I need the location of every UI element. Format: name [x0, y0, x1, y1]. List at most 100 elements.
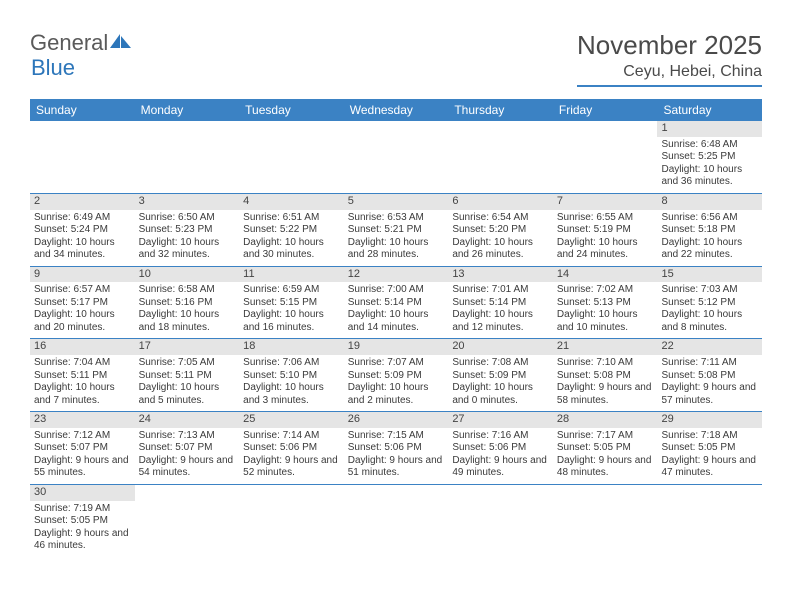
day-number: 1	[657, 121, 762, 137]
sunrise-text: Sunrise: 6:59 AM	[243, 284, 340, 297]
day-details: Sunrise: 7:17 AMSunset: 5:05 PMDaylight:…	[553, 428, 658, 484]
month-title: November 2025	[577, 30, 762, 61]
day-cell: 28Sunrise: 7:17 AMSunset: 5:05 PMDayligh…	[553, 412, 658, 484]
day-number: 8	[657, 194, 762, 210]
daylight-text: Daylight: 10 hours and 8 minutes.	[661, 309, 758, 334]
sunrise-text: Sunrise: 6:58 AM	[139, 284, 236, 297]
sunrise-text: Sunrise: 7:16 AM	[452, 430, 549, 443]
sunset-text: Sunset: 5:05 PM	[34, 515, 131, 528]
day-details: Sunrise: 7:13 AMSunset: 5:07 PMDaylight:…	[135, 428, 240, 484]
daylight-text: Daylight: 10 hours and 16 minutes.	[243, 309, 340, 334]
sunrise-text: Sunrise: 7:15 AM	[348, 430, 445, 443]
daylight-text: Daylight: 10 hours and 3 minutes.	[243, 382, 340, 407]
sunrise-text: Sunrise: 7:17 AM	[557, 430, 654, 443]
weekday-header: Tuesday	[239, 99, 344, 121]
sunset-text: Sunset: 5:21 PM	[348, 224, 445, 237]
day-cell: 17Sunrise: 7:05 AMSunset: 5:11 PMDayligh…	[135, 339, 240, 411]
day-cell: 9Sunrise: 6:57 AMSunset: 5:17 PMDaylight…	[30, 267, 135, 339]
day-number: 4	[239, 194, 344, 210]
sunset-text: Sunset: 5:09 PM	[348, 370, 445, 383]
day-cell: 6Sunrise: 6:54 AMSunset: 5:20 PMDaylight…	[448, 194, 553, 266]
weekday-header: Saturday	[657, 99, 762, 121]
daylight-text: Daylight: 9 hours and 51 minutes.	[348, 455, 445, 480]
sunset-text: Sunset: 5:20 PM	[452, 224, 549, 237]
day-details: Sunrise: 6:54 AMSunset: 5:20 PMDaylight:…	[448, 210, 553, 266]
sunrise-text: Sunrise: 7:05 AM	[139, 357, 236, 370]
day-number: 2	[30, 194, 135, 210]
sunset-text: Sunset: 5:23 PM	[139, 224, 236, 237]
sunset-text: Sunset: 5:10 PM	[243, 370, 340, 383]
day-cell: 22Sunrise: 7:11 AMSunset: 5:08 PMDayligh…	[657, 339, 762, 411]
day-cell: 1Sunrise: 6:48 AMSunset: 5:25 PMDaylight…	[657, 121, 762, 193]
day-details: Sunrise: 6:53 AMSunset: 5:21 PMDaylight:…	[344, 210, 449, 266]
day-details: Sunrise: 6:58 AMSunset: 5:16 PMDaylight:…	[135, 282, 240, 338]
day-cell: 29Sunrise: 7:18 AMSunset: 5:05 PMDayligh…	[657, 412, 762, 484]
day-cell: 18Sunrise: 7:06 AMSunset: 5:10 PMDayligh…	[239, 339, 344, 411]
daylight-text: Daylight: 9 hours and 47 minutes.	[661, 455, 758, 480]
day-number: 27	[448, 412, 553, 428]
weekday-header: Thursday	[448, 99, 553, 121]
day-cell: 27Sunrise: 7:16 AMSunset: 5:06 PMDayligh…	[448, 412, 553, 484]
day-details: Sunrise: 7:08 AMSunset: 5:09 PMDaylight:…	[448, 355, 553, 411]
sunrise-text: Sunrise: 7:18 AM	[661, 430, 758, 443]
sunrise-text: Sunrise: 6:54 AM	[452, 212, 549, 225]
day-cell: 23Sunrise: 7:12 AMSunset: 5:07 PMDayligh…	[30, 412, 135, 484]
sunrise-text: Sunrise: 7:00 AM	[348, 284, 445, 297]
day-details: Sunrise: 7:12 AMSunset: 5:07 PMDaylight:…	[30, 428, 135, 484]
day-cell	[239, 121, 344, 193]
day-cell: 24Sunrise: 7:13 AMSunset: 5:07 PMDayligh…	[135, 412, 240, 484]
sunrise-text: Sunrise: 7:06 AM	[243, 357, 340, 370]
daylight-text: Daylight: 10 hours and 12 minutes.	[452, 309, 549, 334]
day-cell	[135, 121, 240, 193]
sunset-text: Sunset: 5:15 PM	[243, 297, 340, 310]
day-number: 5	[344, 194, 449, 210]
day-details: Sunrise: 7:06 AMSunset: 5:10 PMDaylight:…	[239, 355, 344, 411]
daylight-text: Daylight: 10 hours and 36 minutes.	[661, 164, 758, 189]
sunset-text: Sunset: 5:07 PM	[139, 442, 236, 455]
day-details: Sunrise: 6:56 AMSunset: 5:18 PMDaylight:…	[657, 210, 762, 266]
sunrise-text: Sunrise: 6:56 AM	[661, 212, 758, 225]
day-number: 6	[448, 194, 553, 210]
sunset-text: Sunset: 5:14 PM	[452, 297, 549, 310]
calendar-grid: SundayMondayTuesdayWednesdayThursdayFrid…	[30, 99, 762, 557]
brand-logo: General	[30, 30, 133, 56]
daylight-text: Daylight: 10 hours and 2 minutes.	[348, 382, 445, 407]
sunset-text: Sunset: 5:18 PM	[661, 224, 758, 237]
day-number: 14	[553, 267, 658, 283]
day-cell: 12Sunrise: 7:00 AMSunset: 5:14 PMDayligh…	[344, 267, 449, 339]
sunrise-text: Sunrise: 7:13 AM	[139, 430, 236, 443]
day-number: 20	[448, 339, 553, 355]
day-number: 9	[30, 267, 135, 283]
daylight-text: Daylight: 10 hours and 26 minutes.	[452, 237, 549, 262]
day-details: Sunrise: 7:07 AMSunset: 5:09 PMDaylight:…	[344, 355, 449, 411]
sunrise-text: Sunrise: 7:04 AM	[34, 357, 131, 370]
day-details: Sunrise: 6:55 AMSunset: 5:19 PMDaylight:…	[553, 210, 658, 266]
sunrise-text: Sunrise: 7:14 AM	[243, 430, 340, 443]
sunset-text: Sunset: 5:25 PM	[661, 151, 758, 164]
sunset-text: Sunset: 5:12 PM	[661, 297, 758, 310]
day-details: Sunrise: 7:19 AMSunset: 5:05 PMDaylight:…	[30, 501, 135, 557]
day-details: Sunrise: 7:14 AMSunset: 5:06 PMDaylight:…	[239, 428, 344, 484]
day-details: Sunrise: 7:02 AMSunset: 5:13 PMDaylight:…	[553, 282, 658, 338]
day-details: Sunrise: 7:15 AMSunset: 5:06 PMDaylight:…	[344, 428, 449, 484]
day-details: Sunrise: 6:51 AMSunset: 5:22 PMDaylight:…	[239, 210, 344, 266]
weekday-header: Monday	[135, 99, 240, 121]
sunrise-text: Sunrise: 7:10 AM	[557, 357, 654, 370]
week-row: 1Sunrise: 6:48 AMSunset: 5:25 PMDaylight…	[30, 121, 762, 194]
day-cell	[344, 121, 449, 193]
sunset-text: Sunset: 5:22 PM	[243, 224, 340, 237]
daylight-text: Daylight: 10 hours and 28 minutes.	[348, 237, 445, 262]
day-cell	[553, 121, 658, 193]
daylight-text: Daylight: 10 hours and 20 minutes.	[34, 309, 131, 334]
sunset-text: Sunset: 5:16 PM	[139, 297, 236, 310]
location-text: Ceyu, Hebei, China	[577, 63, 762, 87]
day-cell	[344, 485, 449, 557]
day-details: Sunrise: 7:04 AMSunset: 5:11 PMDaylight:…	[30, 355, 135, 411]
day-cell: 11Sunrise: 6:59 AMSunset: 5:15 PMDayligh…	[239, 267, 344, 339]
day-number: 24	[135, 412, 240, 428]
day-details: Sunrise: 7:03 AMSunset: 5:12 PMDaylight:…	[657, 282, 762, 338]
sunset-text: Sunset: 5:08 PM	[661, 370, 758, 383]
sunset-text: Sunset: 5:17 PM	[34, 297, 131, 310]
day-cell	[239, 485, 344, 557]
day-number: 12	[344, 267, 449, 283]
